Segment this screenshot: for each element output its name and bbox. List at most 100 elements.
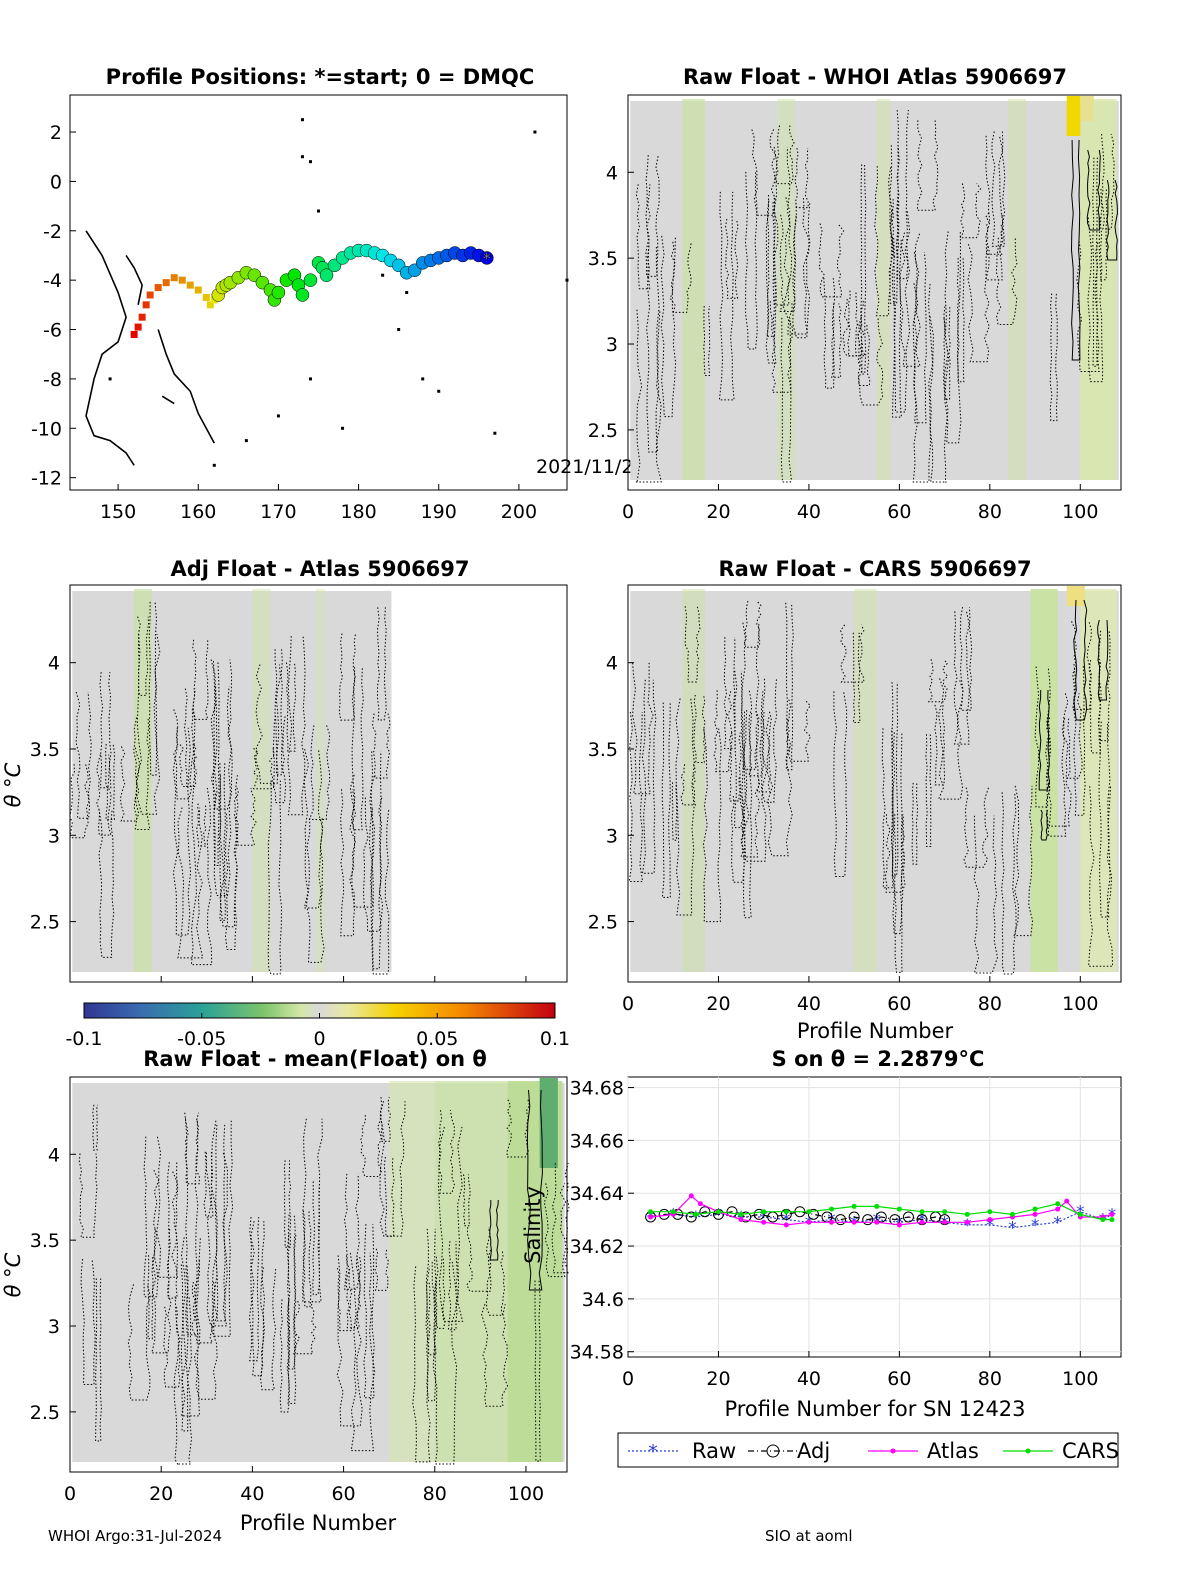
contour-line — [635, 309, 663, 483]
contour-line — [760, 678, 778, 803]
y-tick-label: 34.66 — [570, 1130, 624, 1152]
raw-whoi-axes — [627, 94, 1122, 491]
contour-line-solid — [1040, 809, 1048, 841]
contour-line — [967, 244, 990, 363]
island — [244, 439, 248, 443]
y-tick-label: 34.6 — [582, 1289, 624, 1311]
raw-mean-ylabel: θ °C — [1, 1252, 25, 1297]
contour-line — [210, 659, 233, 810]
x-tick-label: 20 — [706, 501, 730, 523]
series-point-cars — [738, 1211, 744, 1217]
salinity-grid — [627, 1077, 1121, 1357]
x-tick-label: 150 — [100, 501, 136, 523]
x-tick-label: 160 — [180, 501, 216, 523]
y-tick-label: 3 — [606, 825, 618, 847]
contour-line — [724, 218, 739, 299]
y-tick-label: 2.5 — [30, 1402, 60, 1424]
legend-box — [617, 1432, 1119, 1468]
footer-right: SIO at aoml — [765, 1527, 853, 1545]
legend-marker — [766, 1444, 780, 1458]
coastline-segment — [157, 329, 215, 444]
contour-line — [959, 607, 973, 711]
series-point-raw: * — [1008, 1219, 1017, 1239]
contour-line — [792, 202, 811, 339]
series-point-cars — [648, 1209, 654, 1215]
series-point-cars — [670, 1209, 676, 1215]
x-tick-label: 40 — [240, 1483, 264, 1505]
x-tick-label: 100 — [1062, 501, 1098, 523]
contour-line — [985, 135, 1004, 281]
raw-mean-title: Raw Float - mean(Float) on θ — [143, 1047, 487, 1071]
y-tick-label: 2.5 — [588, 420, 618, 442]
contour-line — [956, 257, 965, 383]
series-point-atlas — [697, 1201, 703, 1207]
y-tick-label: 2.5 — [30, 912, 60, 934]
field-band — [854, 589, 877, 972]
contour-line-solid — [1097, 619, 1109, 701]
series-point-cars — [964, 1211, 970, 1217]
contour-line — [645, 155, 660, 277]
contour-line — [180, 1264, 189, 1432]
contour-line — [192, 639, 209, 720]
x-tick-label: 60 — [331, 1483, 355, 1505]
contour-line — [780, 317, 792, 483]
contour-line — [184, 688, 196, 787]
contour-line — [943, 306, 951, 400]
contour-line — [646, 245, 660, 453]
coastline — [85, 118, 569, 467]
contour-line — [842, 298, 866, 357]
contour-line — [775, 125, 795, 185]
y-tick-label: 34.58 — [570, 1342, 624, 1364]
raw-whoi-panel: Raw Float - WHOI Atlas 5906697 0 20 40 60 80… — [588, 65, 1122, 523]
y-tick-label: 3.5 — [30, 1230, 60, 1252]
series-point-cars — [896, 1206, 902, 1212]
series-point-cars — [874, 1203, 880, 1209]
contour-line — [425, 1228, 437, 1402]
field-band — [316, 589, 326, 972]
x-tick-label: 100 — [508, 1483, 544, 1505]
series-point-adj — [835, 1214, 847, 1226]
contour-line — [286, 662, 297, 752]
series-point-raw: * — [759, 1208, 768, 1228]
contour-line — [889, 145, 899, 304]
contour-line — [143, 1136, 162, 1298]
legend-marker — [890, 1448, 896, 1454]
contour-line — [738, 777, 760, 858]
y-tick-label: 3 — [48, 1316, 60, 1338]
track-point-square — [154, 284, 162, 292]
legend-marker — [1025, 1448, 1031, 1454]
contour-line — [435, 1256, 446, 1329]
legend-label-cars: CARS — [1062, 1439, 1119, 1463]
series-point-adj — [685, 1211, 697, 1223]
island — [397, 328, 401, 332]
contour-line — [303, 748, 324, 909]
contour-line — [684, 606, 701, 683]
contour-line — [370, 751, 382, 970]
y-tick-label: -8 — [43, 369, 62, 391]
positions-date-annotation: 2021/11/26 — [536, 456, 646, 478]
island — [533, 130, 537, 134]
contour-line — [1088, 786, 1114, 967]
contour-line — [305, 818, 325, 963]
contour-line — [104, 744, 116, 820]
salinity-title: S on θ = 2.2879°C — [772, 1047, 985, 1071]
series-point-atlas — [1032, 1211, 1038, 1217]
x-tick-label: 80 — [978, 993, 1002, 1015]
x-tick-label: 0 — [622, 1368, 634, 1390]
series-point-cars — [1077, 1211, 1083, 1217]
y-tick-label: -4 — [43, 270, 62, 292]
y-tick-label: 3.5 — [588, 248, 618, 270]
y-tick-label: 34.68 — [570, 1078, 624, 1100]
series-point-cars — [919, 1209, 925, 1215]
series-point-cars — [693, 1211, 699, 1217]
series-point-cars — [1032, 1206, 1038, 1212]
contour-line — [374, 1248, 390, 1291]
series-point-raw: * — [1031, 1216, 1040, 1236]
contour-line — [927, 658, 949, 703]
contour-line — [794, 148, 809, 209]
island — [405, 291, 409, 294]
track-point-square — [206, 301, 214, 309]
series-point-adj — [699, 1206, 711, 1218]
y-tick-label: 3.5 — [588, 739, 618, 761]
colorbar-tick-label: -0.05 — [177, 1028, 226, 1050]
